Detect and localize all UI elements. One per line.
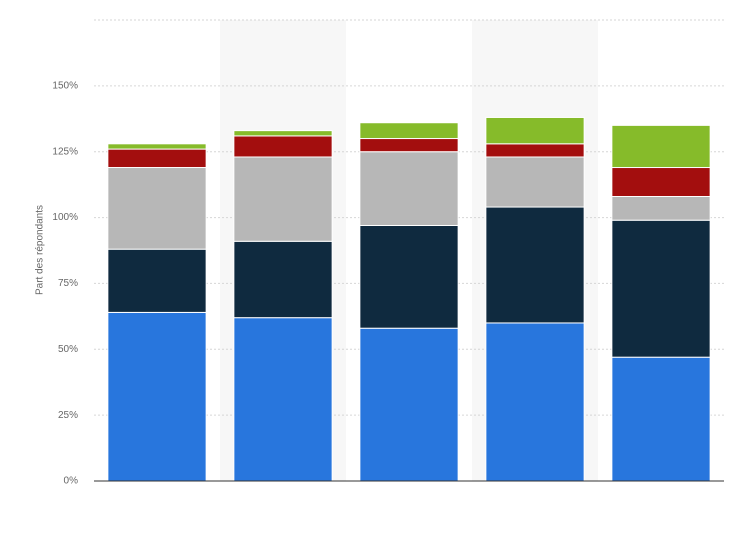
y-axis-title: Part des répondants: [35, 205, 46, 295]
bar-segment: [107, 167, 207, 250]
y-tick-label: 125%: [52, 146, 78, 157]
bar-segment: [359, 122, 459, 140]
bar-segment: [107, 311, 207, 482]
bar-segment: [611, 219, 711, 358]
bar-segment: [485, 206, 585, 324]
y-tick-label: 0%: [64, 476, 79, 487]
bar-segment: [359, 327, 459, 482]
bar-segment: [233, 317, 333, 482]
bar-segment: [107, 143, 207, 150]
bar-segment: [611, 167, 711, 197]
y-tick-label: 50%: [58, 344, 78, 355]
bar-segment: [233, 135, 333, 158]
bar-segment: [359, 151, 459, 226]
y-tick-label: 150%: [52, 80, 78, 91]
bar-segment: [107, 148, 207, 169]
bar-segment: [611, 195, 711, 221]
bar-segment: [485, 143, 585, 158]
y-tick-label: 75%: [58, 278, 78, 289]
y-tick-label: 100%: [52, 212, 78, 223]
bar-segment: [485, 116, 585, 145]
bar-segment: [611, 356, 711, 482]
bar-segment: [233, 240, 333, 319]
bar-segment: [359, 138, 459, 153]
bar-segment: [107, 248, 207, 313]
bar-segment: [485, 322, 585, 482]
bar-segment: [233, 130, 333, 137]
y-tick-label: 25%: [58, 410, 78, 421]
bar-segment: [233, 156, 333, 242]
bar-segment: [359, 224, 459, 329]
bar-segment: [485, 156, 585, 208]
bar-segment: [611, 124, 711, 169]
